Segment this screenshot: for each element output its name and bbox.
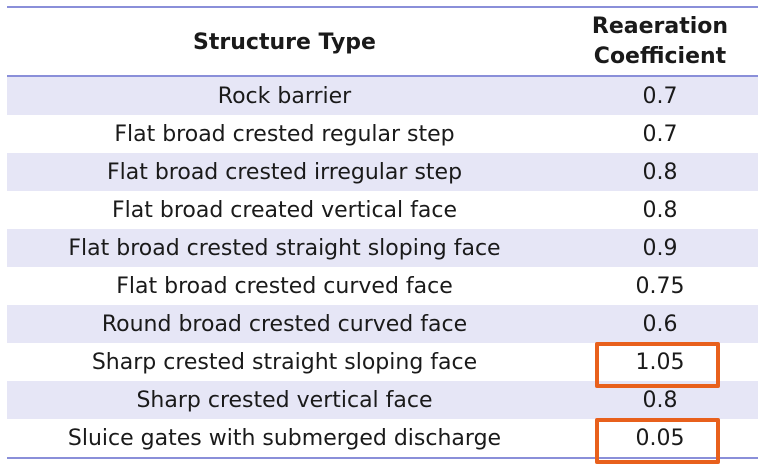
cell-structure-type: Flat broad crested regular step xyxy=(114,121,455,147)
table-row: Flat broad crested straight sloping face… xyxy=(7,229,758,267)
table-bottom-rule xyxy=(7,457,758,459)
cell-reaeration-coefficient: 0.75 xyxy=(635,273,685,299)
cell-reaeration-coefficient: 0.7 xyxy=(642,121,678,147)
cell-structure-type: Flat broad crested irregular step xyxy=(106,159,463,185)
cell-reaeration-coefficient: 0.7 xyxy=(642,83,678,109)
table-top-rule xyxy=(7,6,758,8)
table-row: Flat broad crested irregular step 0.8 xyxy=(7,153,758,191)
table-row: Sluice gates with submerged discharge 0.0… xyxy=(7,419,758,457)
cell-structure-type: Sluice gates with submerged discharge xyxy=(67,425,502,451)
table-row: Sharp crested straight sloping face 1.05 xyxy=(7,343,758,381)
cell-structure-type: Flat broad crested curved face xyxy=(116,273,453,299)
cell-structure-type: Rock barrier xyxy=(217,83,352,109)
header-coefficient-line1: Reaeration xyxy=(591,14,729,39)
table-row: Rock barrier 0.7 xyxy=(7,77,758,115)
cell-reaeration-coefficient: 0.8 xyxy=(642,387,678,413)
header-coefficient-line2: Coefficient xyxy=(593,44,727,69)
cell-reaeration-coefficient: 0.8 xyxy=(642,159,678,185)
table-header: Structure Type Reaeration Coefficient xyxy=(7,8,758,76)
table-row: Flat broad created vertical face 0.8 xyxy=(7,191,758,229)
cell-reaeration-coefficient: 0.05 xyxy=(635,425,685,451)
table-row: Round broad crested curved face 0.6 xyxy=(7,305,758,343)
table-row: Flat broad crested regular step 0.7 xyxy=(7,115,758,153)
table-row: Flat broad crested curved face 0.75 xyxy=(7,267,758,305)
cell-reaeration-coefficient: 0.9 xyxy=(642,235,678,261)
cell-structure-type: Round broad crested curved face xyxy=(101,311,468,337)
cell-structure-type: Sharp crested straight sloping face xyxy=(91,349,478,375)
cell-structure-type: Sharp crested vertical face xyxy=(136,387,433,413)
header-reaeration-coefficient: Reaeration Coefficient xyxy=(562,8,758,76)
cell-reaeration-coefficient: 0.8 xyxy=(642,197,678,223)
header-rule xyxy=(7,75,758,77)
table-row: Sharp crested vertical face 0.8 xyxy=(7,381,758,419)
header-structure-type: Structure Type xyxy=(193,29,376,55)
cell-reaeration-coefficient: 1.05 xyxy=(635,349,685,375)
cell-structure-type: Flat broad created vertical face xyxy=(112,197,457,223)
cell-structure-type: Flat broad crested straight sloping face xyxy=(68,235,501,261)
table-body: Rock barrier 0.7 Flat broad crested regula… xyxy=(7,77,758,457)
cell-reaeration-coefficient: 0.6 xyxy=(642,311,678,337)
